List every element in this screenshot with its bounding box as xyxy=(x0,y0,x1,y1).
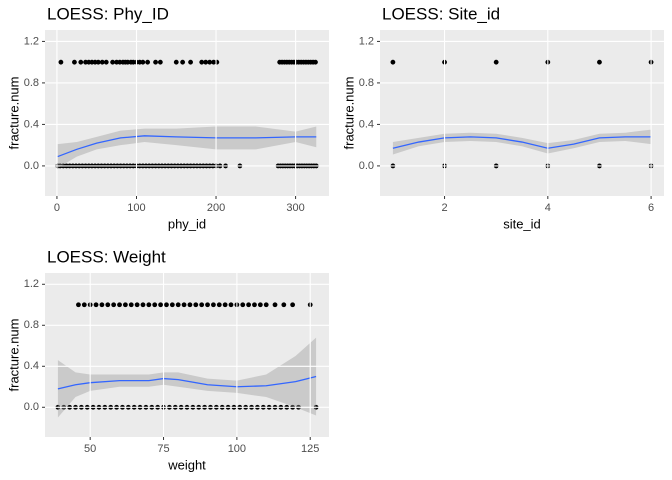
point xyxy=(103,59,109,65)
point xyxy=(187,302,193,308)
loess-line xyxy=(57,375,317,390)
point xyxy=(181,302,187,308)
x-tick-label: 100 xyxy=(228,443,246,455)
chart-title: LOESS: Weight xyxy=(47,247,166,266)
y-tick-label: 1.2 xyxy=(24,35,39,47)
point xyxy=(193,302,199,308)
x-tick-label: 300 xyxy=(286,202,304,214)
point xyxy=(246,302,252,308)
point xyxy=(111,302,117,308)
plot-panel xyxy=(380,30,664,196)
point xyxy=(117,302,122,308)
point xyxy=(205,302,210,308)
x-tick-label: 0 xyxy=(54,202,60,214)
point xyxy=(76,302,81,308)
confidence-band xyxy=(57,126,317,168)
y-tick-label: 0.0 xyxy=(359,160,374,172)
point xyxy=(157,59,163,65)
point xyxy=(58,59,64,65)
x-axis-label: site_id xyxy=(503,216,541,231)
point xyxy=(597,59,602,65)
point xyxy=(493,59,499,65)
point xyxy=(272,302,278,308)
point xyxy=(173,59,179,65)
point xyxy=(252,302,257,308)
point xyxy=(257,302,263,308)
plot-panel xyxy=(45,30,329,196)
x-tick-label: 100 xyxy=(127,202,145,214)
y-tick-label: 0.4 xyxy=(24,118,39,130)
point xyxy=(140,59,146,65)
y-tick-label: 0.0 xyxy=(24,160,39,172)
point xyxy=(188,59,193,65)
point xyxy=(153,59,158,65)
point xyxy=(199,59,205,65)
point xyxy=(222,302,228,308)
point xyxy=(313,59,318,65)
point xyxy=(203,59,209,65)
y-tick-label: 0.4 xyxy=(24,360,39,372)
chart-title: LOESS: Site_id xyxy=(382,4,500,23)
x-tick-label: 75 xyxy=(157,443,169,455)
point xyxy=(164,302,169,308)
point xyxy=(145,59,151,65)
point xyxy=(263,302,269,308)
x-tick-label: 2 xyxy=(441,202,447,214)
y-axis-label: fracture.num xyxy=(341,77,356,150)
point xyxy=(281,302,287,308)
point xyxy=(240,302,246,308)
point xyxy=(99,302,105,308)
y-tick-label: 0.8 xyxy=(24,319,39,331)
point xyxy=(290,302,296,308)
point xyxy=(175,302,181,308)
y-tick-label: 0.4 xyxy=(359,118,374,130)
point xyxy=(122,302,128,308)
y-tick-label: 1.2 xyxy=(359,35,374,47)
point xyxy=(152,302,158,308)
loess-line xyxy=(392,136,652,149)
point xyxy=(78,59,84,65)
loess-line xyxy=(57,135,317,158)
y-tick-label: 0.8 xyxy=(359,77,374,89)
point xyxy=(95,59,101,65)
point xyxy=(134,302,140,308)
point xyxy=(81,302,87,308)
confidence-band xyxy=(57,337,317,418)
point xyxy=(146,302,152,308)
point xyxy=(140,302,146,308)
point xyxy=(390,59,396,65)
point xyxy=(99,59,105,65)
y-tick-label: 1.2 xyxy=(24,278,39,290)
point xyxy=(199,302,205,308)
point xyxy=(180,59,186,65)
x-tick-label: 125 xyxy=(301,443,319,455)
point xyxy=(216,302,222,308)
point xyxy=(105,302,111,308)
y-tick-label: 0.8 xyxy=(24,77,39,89)
point xyxy=(228,302,234,308)
x-tick-label: 50 xyxy=(84,443,96,455)
plot-panel xyxy=(45,273,329,437)
x-axis-label: phy_id xyxy=(168,216,206,231)
x-tick-label: 6 xyxy=(648,202,654,214)
point xyxy=(207,59,213,65)
point xyxy=(128,302,134,308)
x-axis-label: weight xyxy=(167,457,206,472)
point xyxy=(158,302,163,308)
point xyxy=(110,59,116,65)
point xyxy=(169,302,175,308)
y-axis-label: fracture.num xyxy=(6,77,21,150)
point xyxy=(214,59,220,65)
chart-title: LOESS: Phy_ID xyxy=(47,4,169,23)
point xyxy=(93,302,99,308)
x-tick-label: 200 xyxy=(207,202,225,214)
point xyxy=(72,59,77,65)
x-tick-label: 4 xyxy=(545,202,551,214)
y-tick-label: 0.0 xyxy=(24,401,39,413)
y-axis-label: fracture.num xyxy=(6,319,21,392)
point xyxy=(211,302,216,308)
